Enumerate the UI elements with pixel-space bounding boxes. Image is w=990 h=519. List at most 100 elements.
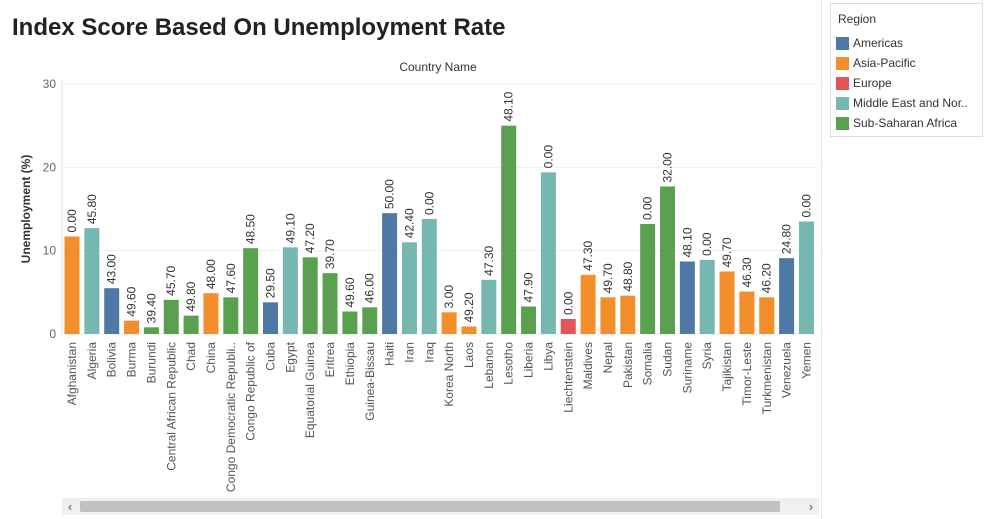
bar-data-label: 48.50	[244, 214, 258, 244]
horizontal-scrollbar[interactable]: ‹ ›	[62, 498, 819, 515]
x-tick-label: Cuba	[264, 342, 278, 371]
x-tick-label: Maldives	[581, 342, 595, 389]
x-tick-label: China	[204, 342, 218, 374]
bar-data-label: 49.10	[283, 213, 297, 243]
bar	[302, 257, 318, 334]
x-tick-label: Lebanon	[482, 342, 496, 389]
bar	[282, 247, 298, 334]
bar	[719, 271, 735, 334]
bar	[382, 213, 398, 334]
bar	[342, 311, 358, 334]
bar-data-label: 0.00	[422, 191, 436, 215]
x-tick-label: Afghanistan	[65, 342, 79, 405]
bar-data-label: 49.70	[601, 263, 615, 293]
bar	[481, 279, 497, 334]
legend-item-asia-pacific[interactable]: Asia-Pacific	[836, 55, 983, 74]
bar	[322, 273, 338, 334]
x-tick-label: Timor-Leste	[740, 342, 754, 406]
bar	[739, 291, 755, 334]
legend-item-middle-east[interactable]: Middle East and Nor..	[836, 95, 983, 114]
bar-data-label: 50.00	[383, 179, 397, 209]
bar-data-label: 48.10	[502, 91, 516, 121]
bar-data-label: 47.90	[522, 272, 536, 302]
bar-data-label: 45.80	[85, 194, 99, 224]
bar-data-label: 0.00	[541, 145, 555, 169]
y-tick-label: 0	[49, 327, 56, 341]
x-tick-label: Chad	[184, 342, 198, 371]
bar-data-label: 29.50	[264, 268, 278, 298]
x-tick-label: Somalia	[641, 342, 655, 386]
chart-title: Index Score Based On Unemployment Rate	[12, 14, 506, 41]
x-tick-label: Congo Republic of	[244, 341, 258, 440]
bar-data-label: 0.00	[641, 196, 655, 220]
bar-data-label: 3.00	[442, 285, 456, 309]
legend-item-sub-saharan-africa[interactable]: Sub-Saharan Africa	[836, 115, 983, 134]
x-tick-label: Burma	[125, 342, 139, 378]
bar	[143, 327, 159, 334]
y-tick-label: 10	[43, 244, 57, 258]
legend-label: Sub-Saharan Africa	[853, 116, 958, 130]
x-tick-label: Nepal	[601, 342, 615, 373]
scrollbar-thumb[interactable]	[80, 501, 780, 512]
bar	[759, 297, 775, 334]
x-tick-label: Algeria	[85, 342, 99, 380]
bar	[521, 306, 537, 334]
bar-data-label: 49.20	[462, 292, 476, 322]
bar-data-label: 42.40	[402, 208, 416, 238]
x-tick-label: Congo Democratic Republi..	[224, 342, 238, 492]
bar	[779, 258, 795, 334]
bar	[798, 221, 814, 334]
x-tick-label: Syria	[700, 342, 714, 370]
bar-data-label: 49.60	[343, 277, 357, 307]
bar-data-label: 39.70	[323, 239, 337, 269]
x-tick-label: Lesotho	[502, 342, 516, 385]
bar	[421, 219, 437, 334]
x-tick-label: Liechtenstein	[561, 342, 575, 413]
bar	[580, 274, 596, 334]
bar-data-label: 47.30	[482, 245, 496, 275]
bar-data-label: 49.60	[125, 286, 139, 316]
bar-data-label: 47.60	[224, 263, 238, 293]
y-tick-label: 30	[43, 77, 57, 91]
x-tick-label: Sudan	[661, 342, 675, 377]
bar	[461, 326, 477, 334]
bar	[679, 261, 695, 334]
bar-data-label: 48.10	[680, 227, 694, 257]
x-tick-label: Iran	[402, 342, 416, 363]
bar-data-label: 0.00	[561, 291, 575, 315]
legend-swatch	[836, 117, 849, 130]
bar-data-label: 0.00	[799, 194, 813, 218]
bar-data-label: 24.80	[780, 224, 794, 254]
legend-item-europe[interactable]: Europe	[836, 75, 983, 94]
scroll-right-arrow-icon[interactable]: ›	[808, 499, 814, 514]
x-tick-label: Egypt	[283, 341, 297, 372]
bar	[660, 186, 675, 334]
legend-label: Europe	[853, 76, 892, 90]
bar	[441, 312, 457, 334]
x-tick-label: Liberia	[522, 342, 536, 378]
bar	[501, 125, 517, 335]
legend-item-americas[interactable]: Americas	[836, 35, 983, 54]
bar	[203, 293, 219, 334]
bar-data-label: 45.70	[164, 265, 178, 295]
x-tick-label: Eritrea	[323, 342, 337, 378]
bar	[243, 248, 259, 334]
x-tick-label: Iraq	[422, 342, 436, 363]
scroll-left-arrow-icon[interactable]: ‹	[67, 499, 73, 514]
x-tick-label: Venezuela	[780, 342, 794, 398]
x-tick-label: Yemen	[799, 342, 813, 379]
x-tick-label: Central African Republic	[164, 342, 178, 471]
bar	[362, 307, 378, 334]
bar	[263, 302, 278, 334]
bar-data-label: 46.20	[760, 263, 774, 293]
legend-label: Middle East and Nor..	[853, 96, 968, 110]
legend-title: Region	[838, 12, 877, 26]
legend-label: Asia-Pacific	[853, 56, 916, 70]
x-tick-label: Bolivia	[105, 342, 119, 378]
x-tick-label: Tajikistan	[720, 342, 734, 391]
bar	[620, 295, 636, 334]
bar-data-label: 47.20	[303, 223, 317, 253]
y-tick-label: 20	[43, 160, 57, 174]
bar	[401, 242, 417, 334]
x-tick-label: Laos	[462, 342, 476, 368]
